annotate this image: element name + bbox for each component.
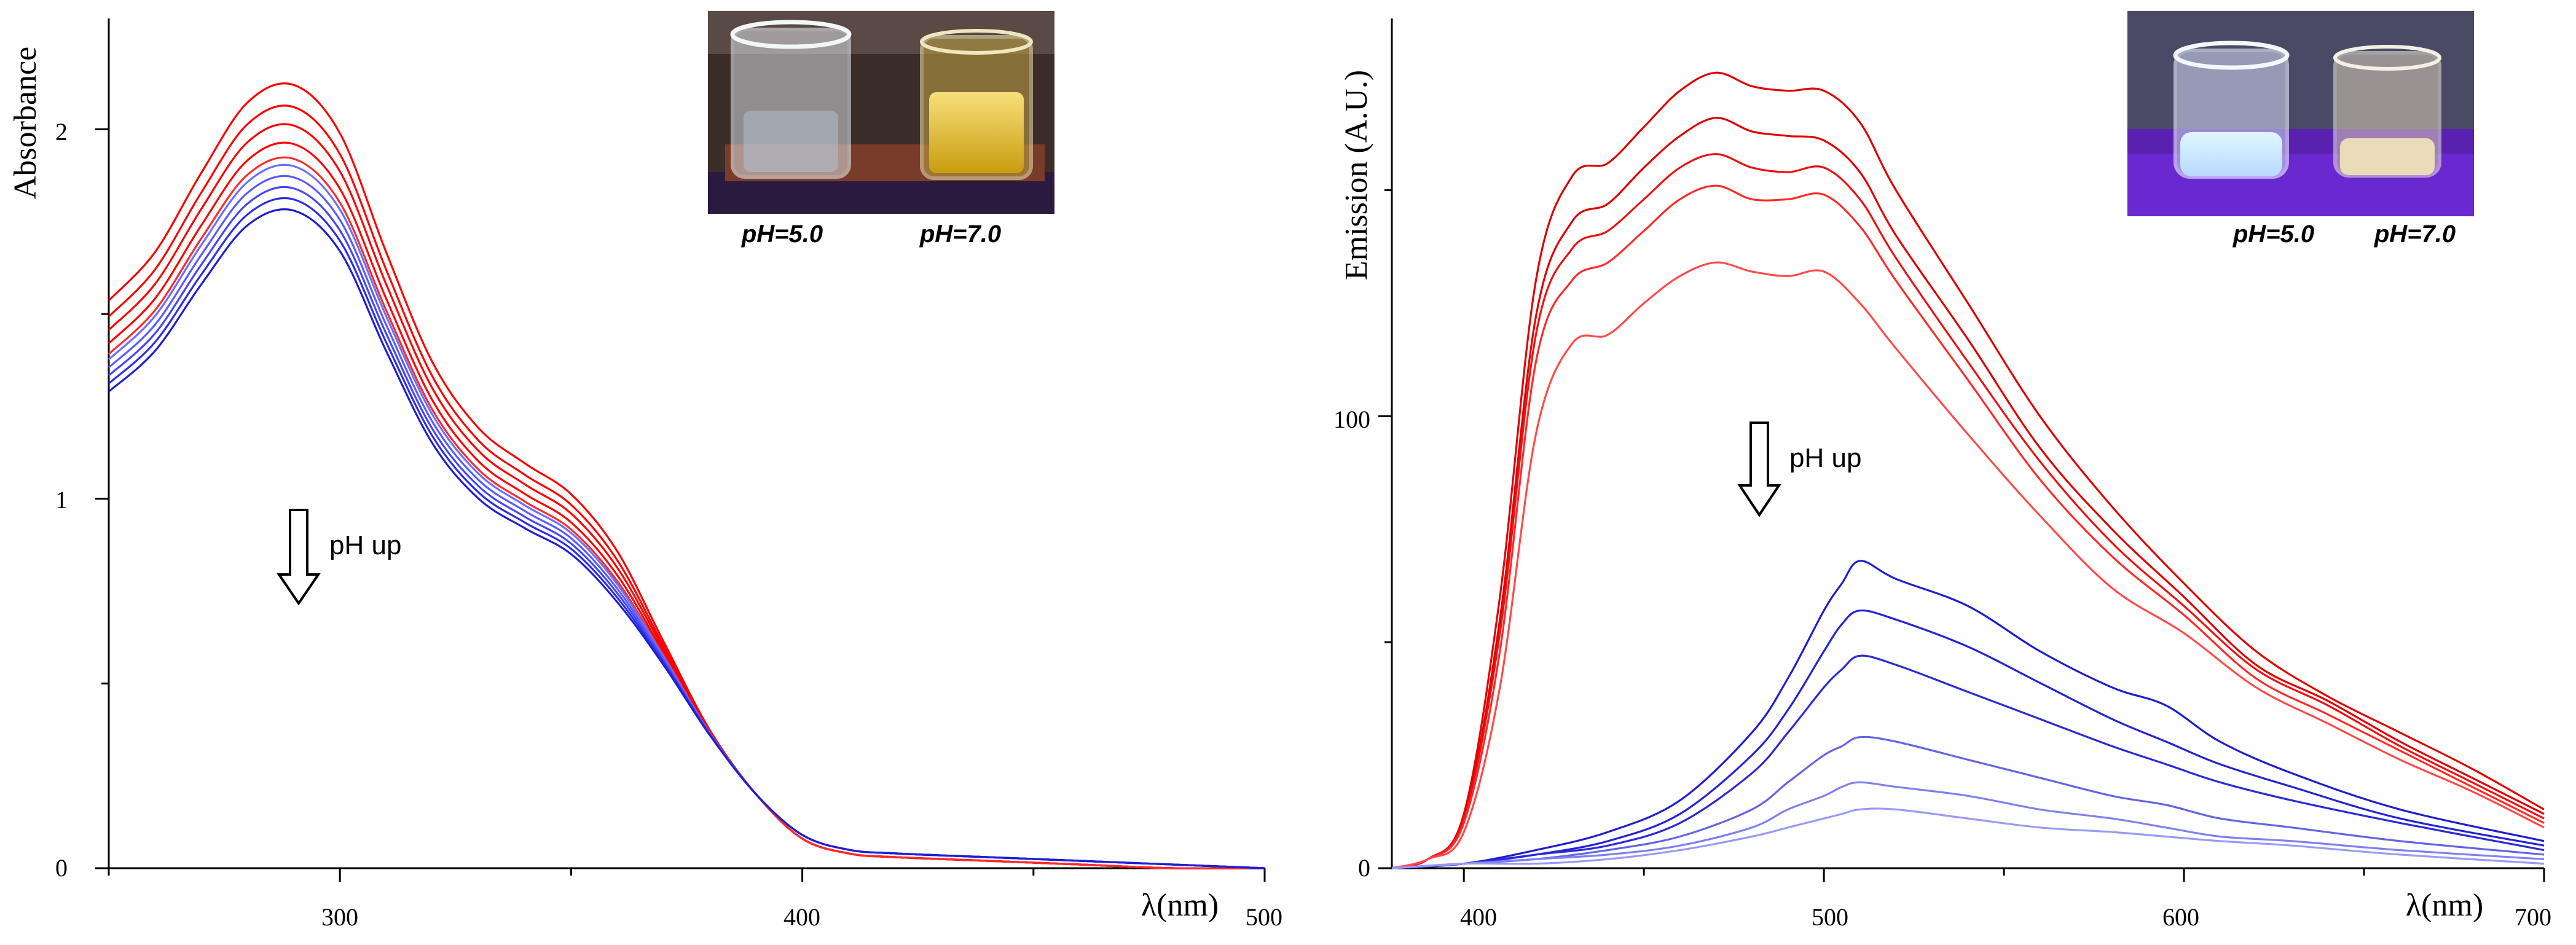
em-series-line: [1391, 654, 2545, 869]
em-series-line: [1391, 781, 2545, 869]
em-x-tick-label: 500: [1812, 903, 1848, 931]
abs-annotation: pH up: [329, 530, 401, 560]
em-series-group: [1391, 71, 2545, 869]
em-series-line: [1391, 735, 2545, 869]
em-x-axis-label: λ(nm): [2406, 888, 2483, 923]
em-inset-photo: [2127, 11, 2474, 216]
abs-ph-arrow: [277, 509, 321, 606]
em-series-line: [1391, 560, 2545, 869]
abs-series-line: [108, 208, 1265, 869]
abs-inset-photo: [708, 11, 1054, 214]
yellow-beaker: [920, 29, 1033, 180]
abs-y-tick-label: 2: [55, 118, 68, 146]
abs-x-tick-label: 300: [321, 903, 358, 931]
em-series-line: [1391, 184, 2545, 869]
abs-y-axis-label: Absorbance: [8, 47, 43, 199]
abs-series-line: [108, 163, 1265, 869]
em-series-line: [1391, 153, 2545, 869]
abs-y-tick-label: 0: [55, 854, 68, 882]
abs-series-line: [108, 141, 1265, 870]
abs-ticks: [95, 128, 1266, 882]
em-y-tick-label: 100: [1333, 406, 1370, 433]
abs-inset-label-ph5: pH=5.0: [741, 221, 823, 248]
em-ticks: [1378, 189, 2545, 882]
glowing-beaker: [2173, 41, 2290, 179]
abs-x-tick-label: 500: [1246, 903, 1282, 931]
down-arrow-icon: [277, 509, 321, 606]
em-x-tick-label: 700: [2515, 903, 2551, 931]
em-ph-arrow: [1737, 422, 1781, 517]
em-series-line: [1391, 117, 2545, 869]
abs-series-line: [108, 156, 1265, 870]
abs-x-tick-label: 400: [783, 903, 820, 931]
abs-series-line: [108, 123, 1265, 870]
pale-beaker: [2333, 45, 2441, 178]
clear-beaker: [730, 20, 852, 179]
down-arrow-icon: [1737, 422, 1781, 517]
emission-chart: 0 100 400 500 600 700 λ(nm) Emission (A.…: [1333, 11, 2551, 931]
em-y-axis-label: Emission (A.U.): [1339, 70, 1374, 280]
em-x-tick-label: 400: [1460, 903, 1497, 931]
abs-series-line: [108, 104, 1265, 870]
em-series-line: [1391, 71, 2545, 869]
em-series-line: [1391, 609, 2545, 869]
em-series-line: [1391, 807, 2545, 869]
abs-series-line: [108, 197, 1265, 869]
em-annotation: pH up: [1789, 443, 1861, 473]
abs-inset-label-ph7: pH=7.0: [919, 221, 1001, 248]
absorbance-chart: 0 1 2 300 400 500 λ(nm) Absorbance pH up: [8, 11, 1282, 931]
abs-y-tick-label: 1: [55, 486, 68, 514]
em-inset-label-ph7: pH=7.0: [2374, 221, 2456, 248]
em-y-tick-label: 0: [1358, 854, 1370, 882]
abs-x-axis-label: λ(nm): [1141, 888, 1219, 923]
em-inset-label-ph5: pH=5.0: [2232, 221, 2314, 248]
abs-series-line: [108, 174, 1265, 869]
em-series-line: [1391, 261, 2545, 869]
abs-series-line: [108, 186, 1265, 869]
abs-series-line: [108, 82, 1265, 870]
em-x-tick-label: 600: [2162, 903, 2199, 931]
abs-series-group: [108, 82, 1265, 870]
